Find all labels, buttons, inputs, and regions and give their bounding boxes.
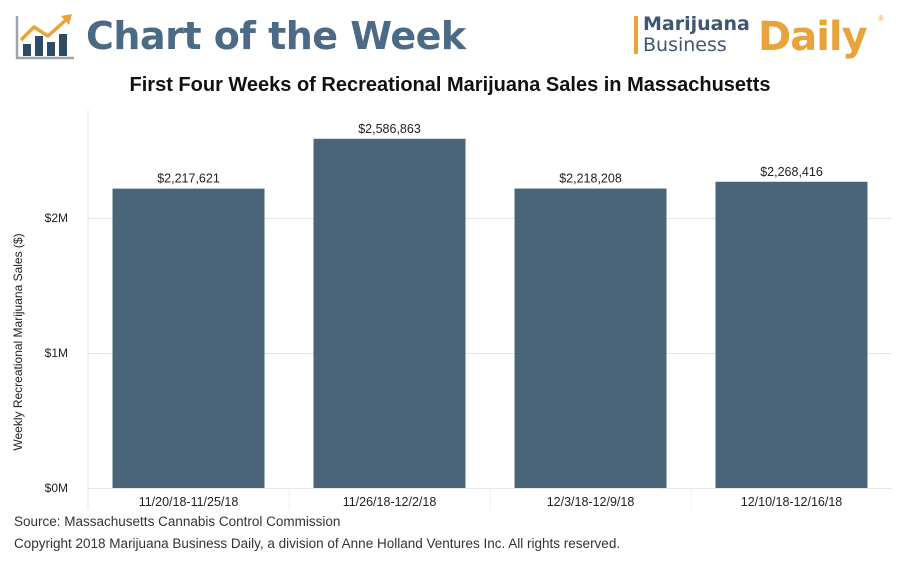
logo-line-marijuana: Marijuana [643,13,750,35]
copyright-note: Copyright 2018 Marijuana Business Daily,… [14,536,621,551]
x-tick-label: 12/10/18-12/16/18 [741,495,843,509]
chart-trend-icon [15,14,74,60]
data-label: $2,268,416 [760,165,823,179]
source-note: Source: Massachusetts Cannabis Control C… [14,514,341,529]
logo-line-business: Business [643,34,727,56]
logo-accent-bar [634,16,638,54]
chart-of-the-week-title: Chart of the Week [86,14,466,58]
y-tick-label: $2M [45,211,68,225]
registered-mark: ® [878,14,884,23]
bar [715,181,868,488]
x-axis-ticks: 11/20/18-11/25/18 11/26/18-12/2/18 12/3/18… [139,495,843,509]
data-label: $2,586,863 [358,122,421,136]
header: Chart of the Week Marijuana Business Dai… [0,0,900,68]
bar [112,188,265,488]
x-tick-label: 11/26/18-12/2/18 [343,495,437,509]
y-axis-ticks: $0M $1M $2M [45,211,68,495]
logo-daily: Daily [758,14,868,60]
bar [313,138,466,488]
bar-chart: $0M $1M $2M 11/20/18-11/25/18 11/26/18-12/2… [11,110,892,510]
y-axis-label: Weekly Recreational Marijuana Sales ($) [11,233,25,450]
y-tick-label: $0M [45,481,68,495]
y-tick-label: $1M [45,346,68,360]
bar [514,188,667,488]
data-labels: $2,217,621 $2,586,863 $2,218,208 $2,268,416 [157,122,823,186]
x-tick-label: 12/3/18-12/9/18 [547,495,635,509]
x-tick-label: 11/20/18-11/25/18 [139,495,239,509]
chart-title: First Four Weeks of Recreational Marijua… [129,74,771,96]
data-label: $2,217,621 [157,172,220,186]
logo-wordmark: Marijuana Business [643,14,750,56]
data-label: $2,218,208 [559,172,622,186]
bars [112,138,868,488]
